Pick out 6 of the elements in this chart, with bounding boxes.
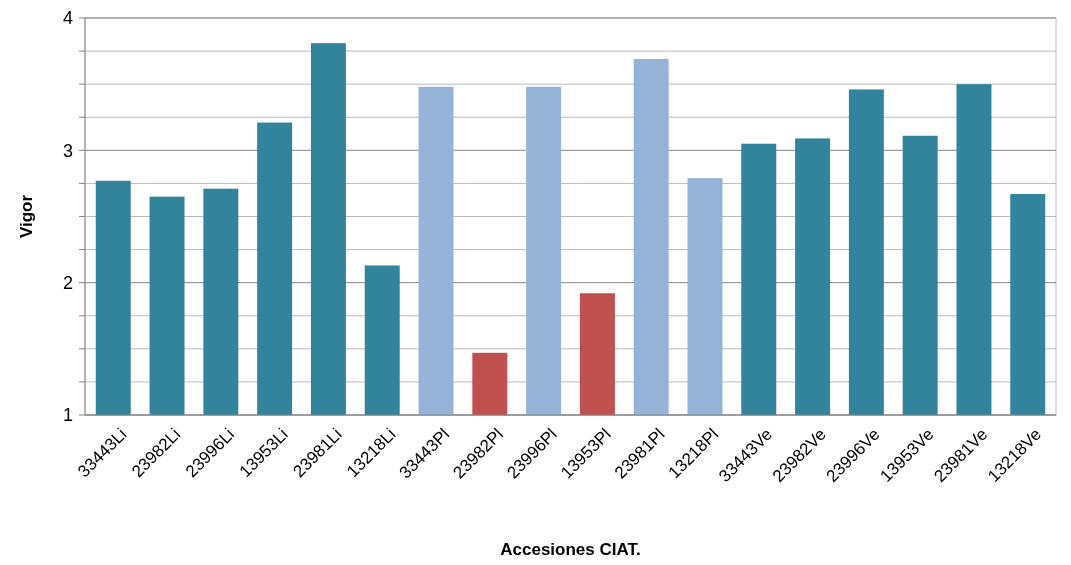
x-axis-title: Accesiones CIAT. <box>500 540 641 559</box>
y-tick-label: 3 <box>62 140 73 161</box>
y-tick-label: 2 <box>62 272 73 293</box>
y-tick-label: 1 <box>62 405 73 426</box>
y-tick-label: 4 <box>62 8 73 29</box>
y-axis-title: Vigor <box>17 194 36 239</box>
